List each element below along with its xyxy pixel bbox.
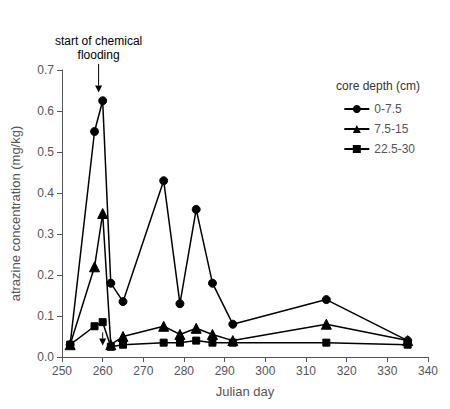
svg-text:Julian day: Julian day <box>216 384 275 399</box>
svg-text:310: 310 <box>296 364 316 378</box>
svg-text:290: 290 <box>215 364 235 378</box>
svg-text:0.4: 0.4 <box>37 186 54 200</box>
svg-text:330: 330 <box>377 364 397 378</box>
svg-text:260: 260 <box>93 364 113 378</box>
svg-text:0.6: 0.6 <box>37 104 54 118</box>
svg-text:270: 270 <box>133 364 153 378</box>
svg-text:250: 250 <box>52 364 72 378</box>
svg-text:core depth (cm): core depth (cm) <box>336 79 420 93</box>
svg-text:0.5: 0.5 <box>37 145 54 159</box>
svg-text:320: 320 <box>337 364 357 378</box>
svg-text:0.2: 0.2 <box>37 268 54 282</box>
svg-text:340: 340 <box>418 364 438 378</box>
svg-text:0.0: 0.0 <box>37 350 54 364</box>
svg-text:300: 300 <box>255 364 275 378</box>
svg-text:7.5-15: 7.5-15 <box>374 122 408 136</box>
svg-text:0.1: 0.1 <box>37 309 54 323</box>
svg-text:start of chemical: start of chemical <box>55 34 142 48</box>
svg-text:0.7: 0.7 <box>37 63 54 77</box>
svg-text:0.3: 0.3 <box>37 227 54 241</box>
svg-text:22.5-30: 22.5-30 <box>374 142 415 156</box>
svg-text:0-7.5: 0-7.5 <box>374 102 402 116</box>
svg-text:280: 280 <box>174 364 194 378</box>
svg-text:flooding: flooding <box>78 48 120 62</box>
svg-text:atrazine concentration (mg/kg): atrazine concentration (mg/kg) <box>8 126 23 302</box>
